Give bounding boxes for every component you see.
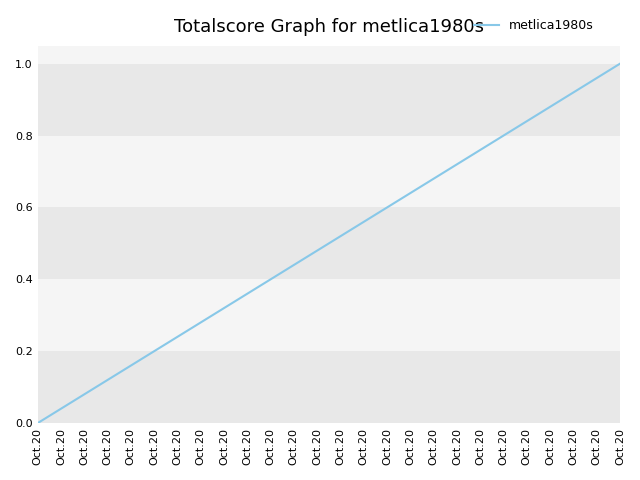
metlica1980s (360, 219, 367, 225)
Bar (38, 135, 620, 207)
metlica1980s (383, 204, 391, 210)
metlica1980s (220, 305, 228, 311)
metlica1980s (267, 276, 275, 282)
metlica1980s (290, 262, 298, 268)
metlica1980s (570, 90, 577, 96)
Bar (38, 46, 620, 64)
metlica1980s (406, 190, 414, 196)
metlica1980s (127, 363, 134, 369)
metlica1980s (337, 233, 344, 239)
Bar (38, 351, 620, 423)
Title: Totalscore Graph for metlica1980s: Totalscore Graph for metlica1980s (174, 18, 484, 36)
Legend: metlica1980s: metlica1980s (469, 14, 599, 37)
metlica1980s (150, 348, 158, 354)
metlica1980s (197, 320, 205, 325)
Line: metlica1980s: metlica1980s (38, 64, 620, 423)
metlica1980s (104, 377, 111, 383)
metlica1980s (500, 132, 508, 138)
metlica1980s (430, 176, 438, 181)
metlica1980s (243, 291, 251, 297)
metlica1980s (476, 147, 484, 153)
metlica1980s (81, 392, 88, 397)
Bar (38, 207, 620, 279)
metlica1980s (173, 334, 181, 340)
Bar (38, 279, 620, 351)
metlica1980s (34, 420, 42, 426)
metlica1980s (547, 104, 554, 110)
metlica1980s (616, 61, 624, 67)
Bar (38, 64, 620, 135)
metlica1980s (593, 75, 600, 81)
metlica1980s (57, 406, 65, 412)
metlica1980s (523, 118, 531, 124)
metlica1980s (453, 161, 461, 167)
metlica1980s (314, 248, 321, 253)
